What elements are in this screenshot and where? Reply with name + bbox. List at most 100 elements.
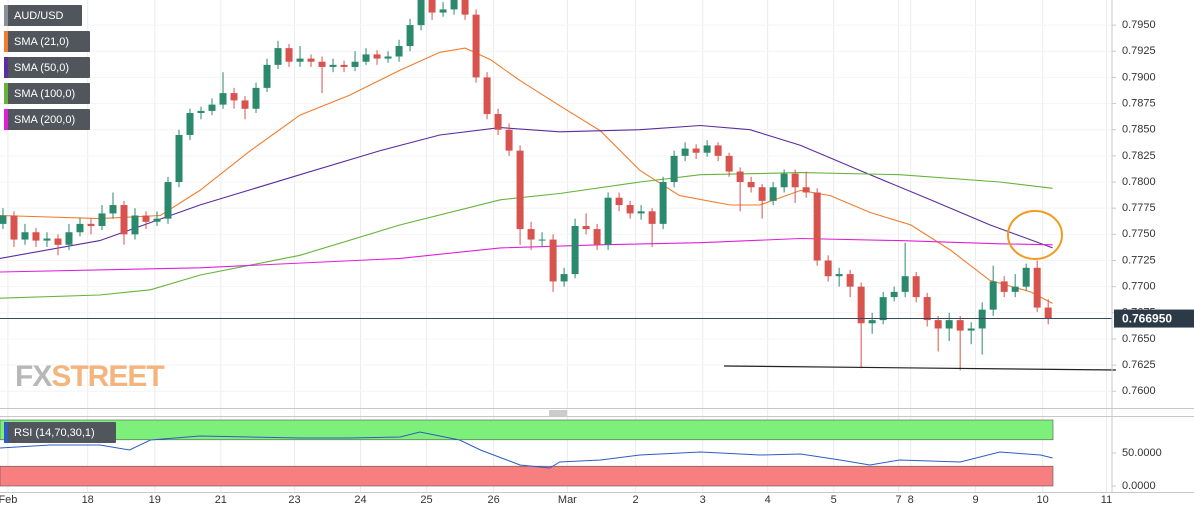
candle-body [725, 155, 733, 172]
candle-body [780, 173, 788, 188]
legend-sma-box [4, 57, 90, 78]
candle-body [1022, 267, 1030, 287]
x-tick-label: 23 [288, 494, 300, 506]
y-tick-label: 0.7825 [1122, 150, 1156, 162]
candle-body [263, 64, 271, 88]
candle-body [813, 192, 821, 261]
x-tick-label: 4 [765, 494, 771, 506]
x-tick-label: 2 [633, 494, 639, 506]
x-tick-label: 26 [488, 494, 500, 506]
x-tick-label: 7 [895, 494, 901, 506]
candle-body [538, 239, 546, 241]
candle-body [461, 0, 469, 15]
candle-body [472, 14, 480, 78]
candle-body [208, 104, 216, 111]
candle-body [175, 134, 183, 183]
rsi-panel [0, 419, 1054, 487]
candle-body [791, 173, 799, 188]
candle-body [967, 328, 975, 331]
candle-body [978, 309, 986, 329]
y-tick-label: 0.7725 [1122, 254, 1156, 266]
y-tick-label: 0.7900 [1122, 71, 1156, 83]
candle-body [714, 145, 722, 156]
sma-line [0, 47, 1053, 304]
candle-body [923, 297, 931, 321]
candle-body [516, 150, 524, 230]
legend-sma-box [4, 31, 90, 52]
candle-body [527, 229, 535, 240]
candle-body [593, 229, 601, 245]
x-tick-label: 24 [354, 494, 366, 506]
candle-body [747, 182, 755, 188]
candle-body [1033, 267, 1041, 308]
y-tick-label: 0.7850 [1122, 124, 1156, 136]
candle-body [560, 274, 568, 282]
candle-body [21, 232, 29, 240]
candle-body [659, 182, 667, 224]
candle-body [109, 205, 117, 214]
candle-body [824, 260, 832, 277]
watermark: FXSTREET [15, 360, 164, 393]
rsi-y-tick-label: 50.0000 [1122, 447, 1162, 459]
legend-sma-box [4, 109, 90, 130]
candle-body [219, 93, 227, 105]
candle-body [648, 211, 656, 224]
x-tick-label: 10 [1037, 494, 1049, 506]
rsi-y-tick-label: 0.0000 [1122, 480, 1156, 492]
candle-body [879, 297, 887, 321]
candle-body [934, 320, 942, 329]
candle-body [296, 58, 304, 62]
axes: Feb 18 19 21 23 24 25 26 Mar 2 3 4 5 7 8 9 10 110.76000.7… [0, 19, 1194, 506]
candle-body [285, 48, 293, 62]
candle-body [835, 274, 843, 277]
x-tick-label: 5 [831, 494, 837, 506]
y-tick-label: 0.7800 [1122, 176, 1156, 188]
candle-body [439, 9, 447, 13]
legend-sma-label: SMA (21,0) [14, 36, 69, 48]
legend-candles-box [4, 5, 82, 26]
candle-body [450, 0, 458, 10]
candle-body [571, 225, 579, 275]
candle-body [670, 155, 678, 183]
y-tick-label: 0.7925 [1122, 45, 1156, 57]
candle-body [945, 320, 953, 329]
candle-body [87, 223, 95, 226]
candle-body [76, 223, 84, 233]
grid [0, 0, 1112, 492]
y-tick-label: 0.7750 [1122, 228, 1156, 240]
candle-body [307, 58, 315, 62]
legend-candles-label: AUD/USD [14, 10, 64, 22]
y-tick-label: 0.7775 [1122, 202, 1156, 214]
last-price-box [1114, 309, 1194, 328]
candle-body [868, 320, 876, 324]
rsi-line [0, 431, 1053, 469]
candle-body [846, 274, 854, 287]
legend-rsi-label: RSI (14,70,30,1) [14, 427, 95, 439]
candle-body [549, 239, 557, 282]
legend-sma-swatch [4, 109, 8, 130]
candle-body [10, 215, 18, 240]
candle-body [340, 64, 348, 67]
overbought-band [0, 419, 1054, 441]
candle-body [989, 281, 997, 310]
candle-body [384, 56, 392, 59]
candle-body [252, 87, 260, 109]
candle-body [54, 238, 62, 245]
candle-body [483, 77, 491, 115]
x-tick-label: 18 [82, 494, 94, 506]
last-price-label: 0.766950 [1122, 312, 1172, 326]
candle-body [736, 171, 744, 183]
x-tick-label: 11 [1101, 494, 1112, 506]
sma-line [0, 124, 1053, 259]
support-line [723, 365, 1117, 371]
candle-body [241, 100, 249, 109]
legend-sma-swatch [4, 83, 8, 104]
candle-body [615, 197, 623, 206]
x-tick-label: 8 [908, 494, 914, 506]
y-tick-label: 0.7600 [1122, 385, 1156, 397]
x-tick-label: 3 [700, 494, 706, 506]
candle-body [604, 197, 612, 245]
candle-body [582, 225, 590, 230]
x-tick-label: 21 [215, 494, 227, 506]
candle-body [142, 215, 150, 222]
